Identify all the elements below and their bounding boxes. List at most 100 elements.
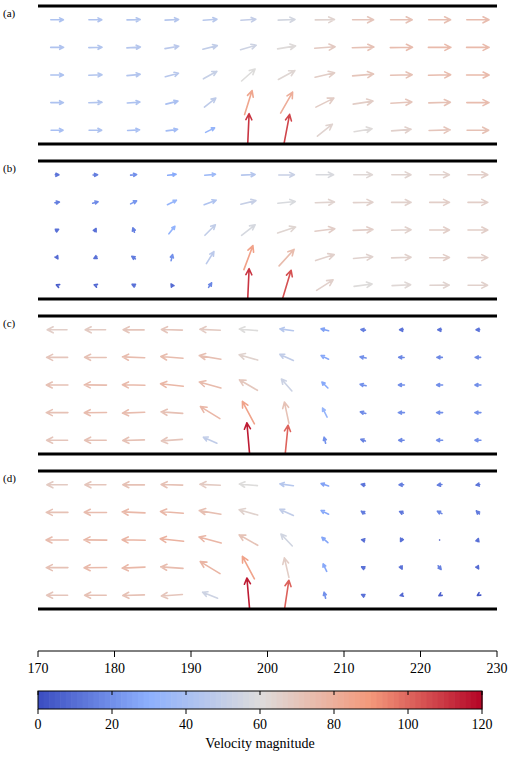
velocity-arrow [46, 509, 68, 515]
velocity-arrow [392, 127, 412, 133]
panel-label: (a) [3, 7, 16, 20]
velocity-arrow [46, 382, 68, 388]
colorbar-segment [221, 691, 227, 709]
x-tick-label: 190 [181, 661, 202, 676]
colorbar-segment [199, 691, 205, 709]
velocity-arrow [165, 45, 179, 49]
velocity-arrow [353, 72, 374, 78]
velocity-arrow [401, 538, 404, 541]
x-tick-label: 210 [334, 661, 355, 676]
colorbar-tick [186, 709, 187, 714]
velocity-arrow [93, 229, 96, 232]
colorbar-segment [293, 691, 299, 709]
velocity-arrow [282, 270, 292, 299]
velocity-arrow [360, 384, 366, 387]
colorbar-tick [482, 691, 483, 695]
velocity-arrow [132, 284, 135, 287]
colorbar-segment [38, 691, 44, 709]
wall [38, 608, 497, 611]
velocity-arrow [437, 411, 443, 414]
velocity-arrow [467, 127, 489, 133]
velocity-arrow [165, 72, 178, 77]
velocity-arrow [47, 327, 67, 333]
velocity-arrow [203, 437, 217, 443]
velocity-arrow [123, 482, 145, 488]
velocity-arrow [360, 411, 365, 414]
velocity-arrow [352, 44, 374, 50]
colorbar-segment [94, 691, 100, 709]
colorbar-segment [260, 691, 266, 709]
x-tick [191, 651, 192, 657]
velocity-arrow [477, 593, 480, 596]
velocity-arrow [199, 509, 221, 515]
velocity-arrow [354, 172, 373, 178]
colorbar-tick [334, 709, 335, 714]
colorbar-segment [365, 691, 371, 709]
velocity-arrow [123, 327, 144, 333]
velocity-arrow [85, 327, 105, 333]
velocity-arrow [354, 127, 372, 132]
colorbar-segment [182, 691, 188, 709]
x-tick [267, 651, 268, 657]
velocity-arrow [239, 535, 258, 546]
velocity-arrow [278, 17, 295, 22]
colorbar-tick-label: 100 [398, 717, 419, 732]
velocity-arrow [161, 564, 183, 570]
colorbar-segment [393, 691, 399, 709]
velocity-arrow [51, 128, 63, 132]
velocity-arrow [476, 539, 479, 542]
velocity-arrow [391, 72, 413, 78]
x-tick [344, 651, 345, 657]
velocity-arrow [353, 17, 374, 23]
colorbar-tick [38, 691, 39, 695]
velocity-arrow [321, 511, 329, 515]
panel-label: (d) [3, 472, 16, 485]
velocity-arrow [241, 17, 256, 22]
velocity-arrow [161, 327, 182, 333]
velocity-arrow [46, 565, 68, 571]
velocity-arrow [246, 269, 252, 299]
velocity-arrow [89, 45, 102, 49]
vector-field [46, 327, 481, 454]
velocity-arrow [84, 537, 107, 543]
colorbar-segment [404, 691, 410, 709]
velocity-arrow [128, 128, 140, 132]
velocity-arrow [122, 565, 145, 571]
colorbar-segment [316, 691, 322, 709]
velocity-arrow [323, 592, 326, 598]
velocity-arrow [321, 328, 329, 331]
velocity-arrow [279, 172, 295, 177]
colorbar-label: Velocity magnitude [205, 736, 314, 751]
velocity-arrow [323, 564, 327, 572]
colorbar-segment [177, 691, 183, 709]
velocity-arrow [476, 328, 480, 331]
velocity-arrow [315, 227, 335, 233]
velocity-arrow [123, 437, 145, 443]
velocity-arrow [51, 18, 64, 22]
velocity-arrow [475, 411, 481, 414]
velocity-arrow [437, 439, 443, 442]
velocity-arrow [323, 408, 328, 417]
velocity-arrow [55, 229, 58, 232]
wall [38, 298, 497, 301]
colorbar-segment [143, 691, 149, 709]
colorbar-segment [71, 691, 77, 709]
colorbar-frame [38, 691, 482, 709]
velocity-arrow [160, 536, 183, 542]
colorbar-segment [332, 691, 338, 709]
velocity-arrow [84, 382, 106, 388]
velocity-arrow [353, 199, 373, 205]
velocity-arrow [400, 511, 404, 514]
velocity-arrow [239, 509, 258, 516]
velocity-arrow [323, 437, 326, 443]
colorbar-segment [382, 691, 388, 709]
velocity-arrow [93, 201, 98, 204]
velocity-arrow [475, 356, 480, 359]
colorbar-segment [360, 691, 366, 709]
colorbar-segment [116, 691, 122, 709]
velocity-arrow [161, 438, 182, 444]
velocity-arrow [475, 384, 481, 387]
colorbar-tick [260, 691, 261, 695]
figure: (a)(b)(c)(d)1701801902002102202300204060… [0, 0, 509, 765]
velocity-arrow [354, 254, 373, 260]
